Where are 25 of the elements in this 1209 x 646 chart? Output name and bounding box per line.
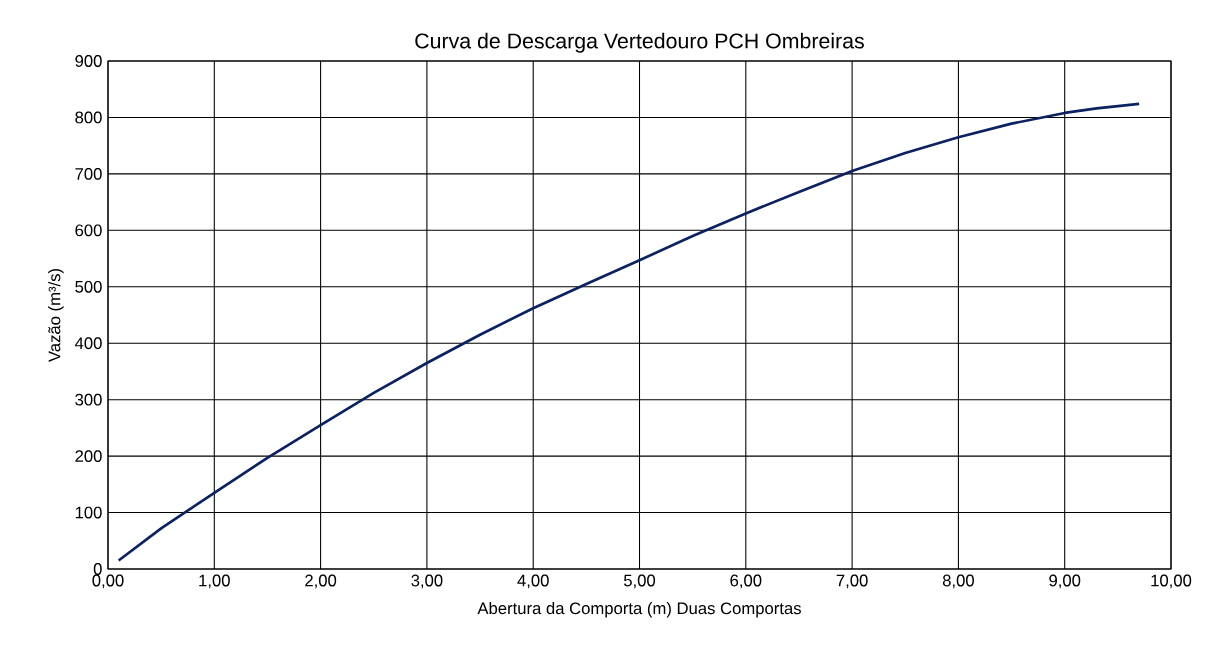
x-axis-title: Abertura da Comporta (m) Duas Comportas <box>477 601 801 618</box>
x-tick-label: 7,00 <box>836 574 868 589</box>
y-tick-label: 600 <box>75 224 102 237</box>
line-series <box>117 102 1141 562</box>
x-tick-label: 2,00 <box>305 574 337 589</box>
y-tick-label: 700 <box>75 168 102 180</box>
x-tick-label: 0,00 <box>92 574 124 589</box>
x-tick-label: 10,00 <box>1151 574 1192 589</box>
y-tick-label: 200 <box>75 450 102 463</box>
y-tick-label: 500 <box>75 280 102 293</box>
y-tick-label: 900 <box>75 55 102 67</box>
y-tick-label: 400 <box>74 337 102 350</box>
x-tick-label: 3,00 <box>411 574 443 589</box>
y-axis-title: Vazão (m³/s) <box>48 268 64 362</box>
chart-title: Curva de Descarga Vertedouro PCH Ombreiras <box>415 32 864 53</box>
x-tick-label: 8,00 <box>942 574 974 589</box>
x-tick-label: 9,00 <box>1049 574 1081 589</box>
x-tick-label: 4,00 <box>517 574 549 589</box>
y-tick-label: 800 <box>75 111 102 124</box>
x-tick-label: 1,00 <box>199 574 230 589</box>
x-tick-label: 6,00 <box>730 574 762 589</box>
y-tick-label: 0 <box>93 563 102 575</box>
y-tick-label: 100 <box>75 506 102 519</box>
y-tick-label: 300 <box>75 393 102 406</box>
x-tick-label: 5,00 <box>623 574 656 589</box>
